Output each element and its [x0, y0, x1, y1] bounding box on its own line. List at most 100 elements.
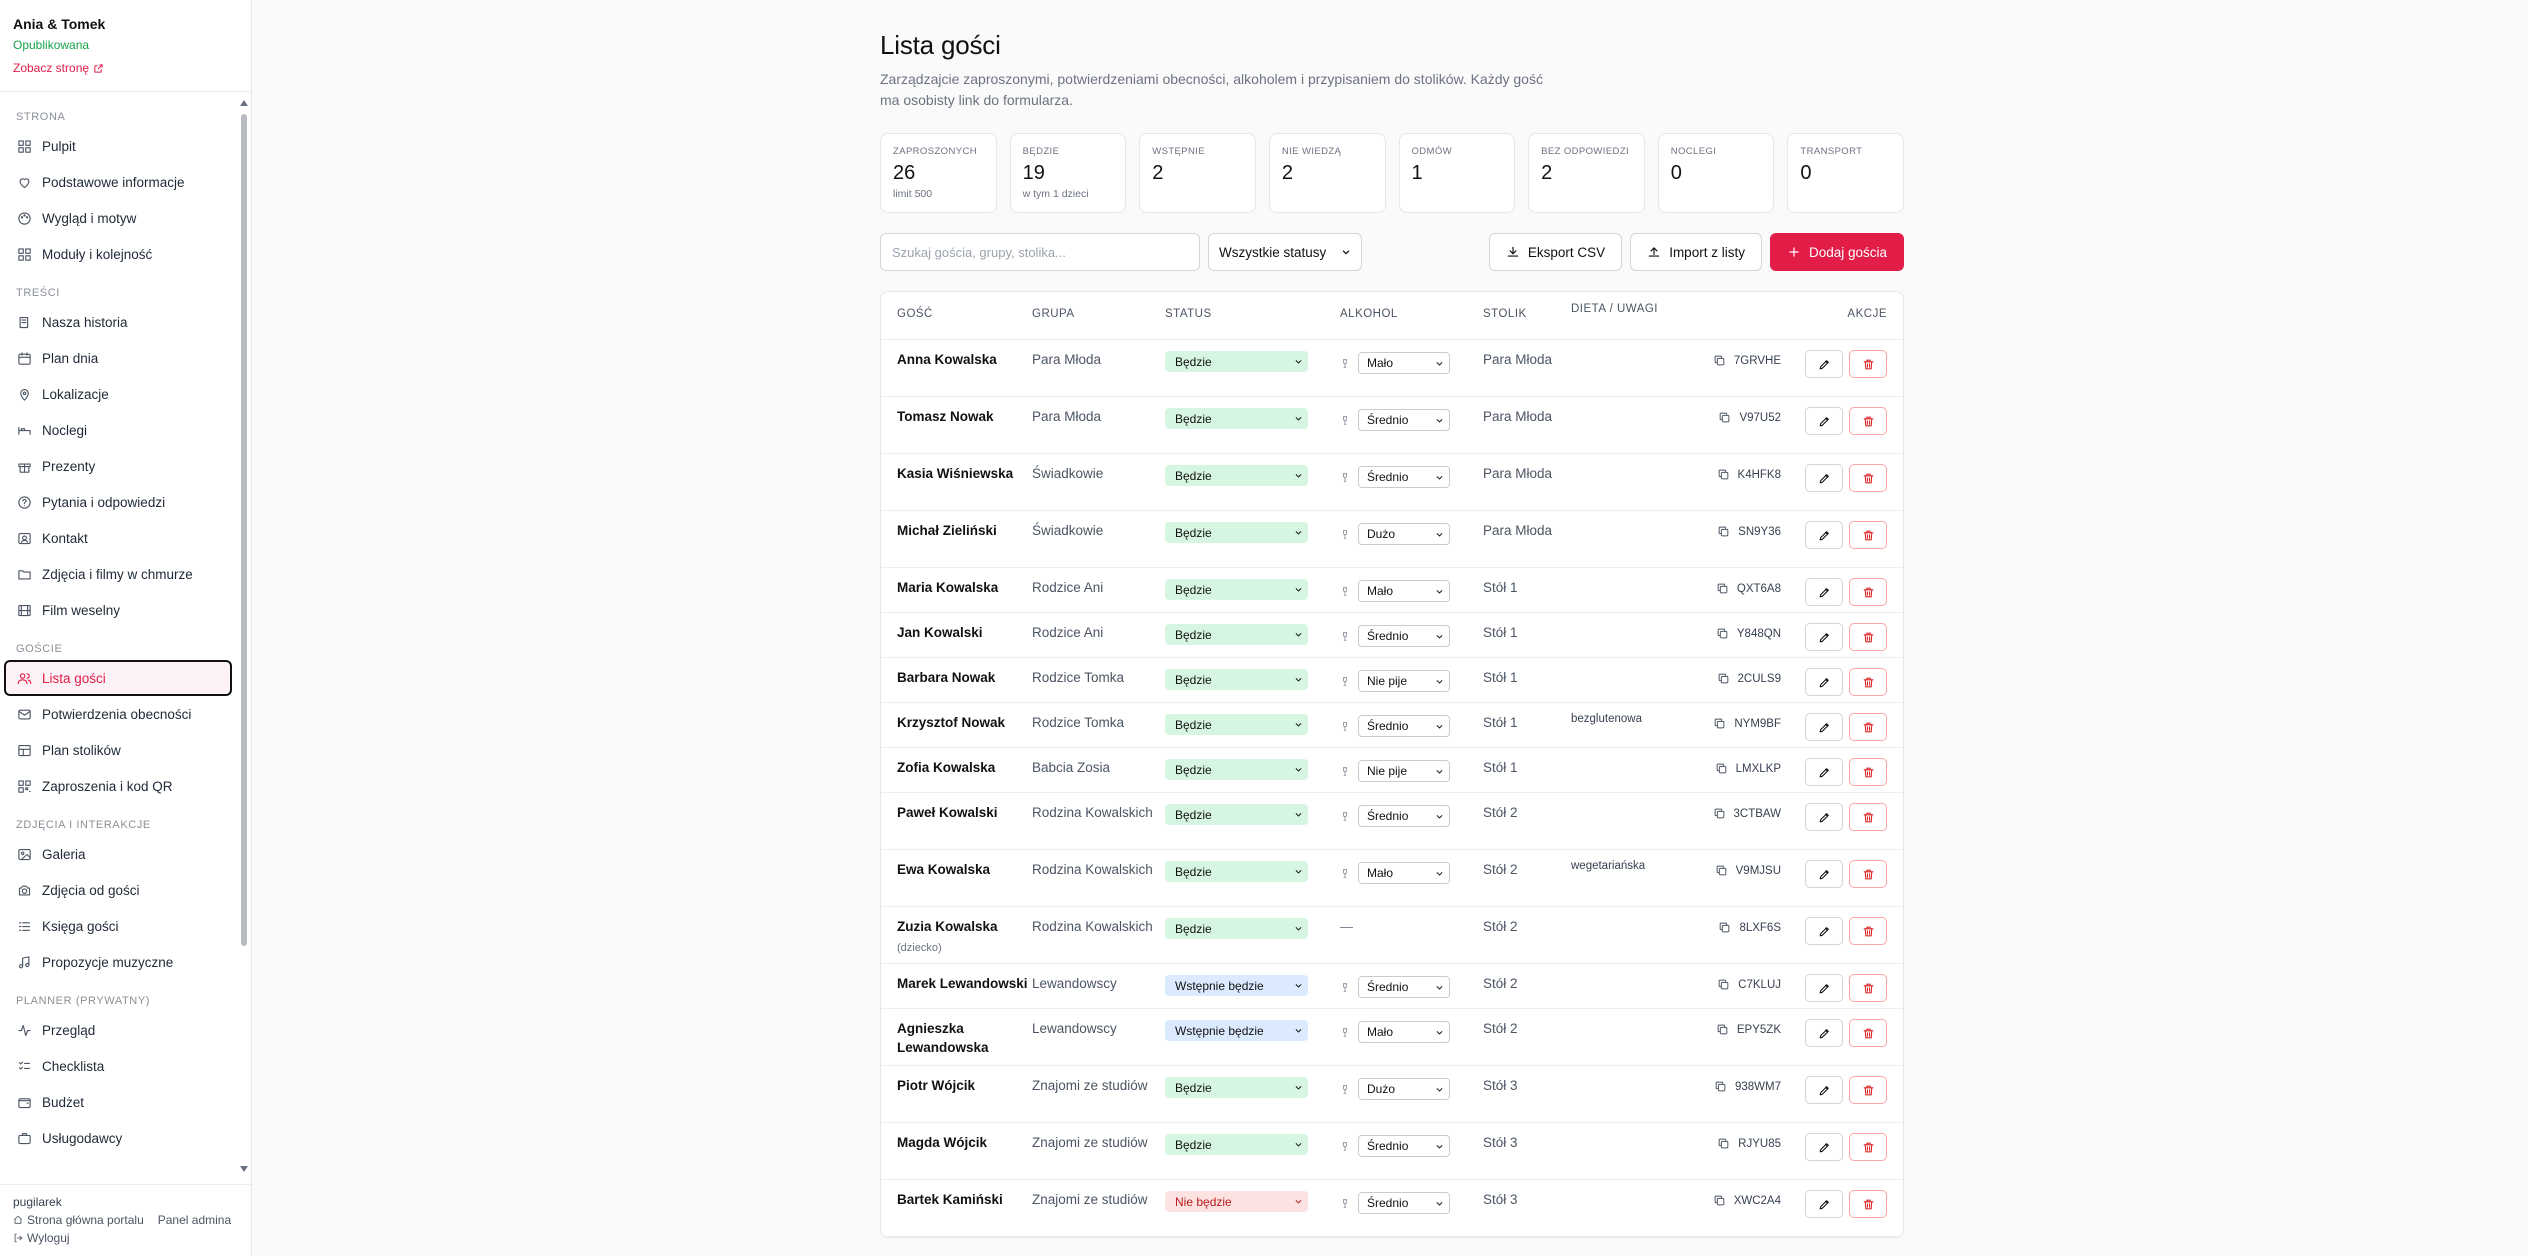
delete-button[interactable] — [1849, 803, 1887, 831]
copy-link-button[interactable]: SN9Y36 — [1687, 525, 1787, 538]
delete-button[interactable] — [1849, 860, 1887, 888]
edit-button[interactable] — [1805, 350, 1843, 378]
copy-link-button[interactable]: EPY5ZK — [1687, 1023, 1787, 1036]
copy-link-button[interactable]: 3CTBAW — [1687, 807, 1787, 820]
copy-link-button[interactable]: 7GRVHE — [1687, 354, 1787, 367]
header-alcohol[interactable]: ALKOHOL — [1340, 308, 1398, 320]
status-select[interactable]: Będzie — [1165, 522, 1308, 543]
status-select[interactable]: Będzie — [1165, 1077, 1308, 1098]
copy-link-button[interactable]: Y848QN — [1687, 627, 1787, 640]
copy-link-button[interactable]: V9MJSU — [1687, 864, 1787, 877]
delete-button[interactable] — [1849, 407, 1887, 435]
edit-button[interactable] — [1805, 1019, 1843, 1047]
status-filter-select[interactable]: Wszystkie statusy — [1208, 233, 1362, 271]
edit-button[interactable] — [1805, 521, 1843, 549]
header-diet[interactable]: DIETA / UWAGI — [1571, 303, 1659, 315]
edit-button[interactable] — [1805, 758, 1843, 786]
sidebar-item-book[interactable]: Nasza historia — [4, 304, 232, 340]
view-site-link[interactable]: Zobacz stronę — [13, 61, 239, 75]
delete-button[interactable] — [1849, 668, 1887, 696]
sidebar-item-folder[interactable]: Zdjęcia i filmy w chmurze — [4, 556, 232, 592]
copy-link-button[interactable]: XWC2A4 — [1687, 1194, 1787, 1207]
copy-link-button[interactable]: QXT6A8 — [1687, 582, 1787, 595]
copy-link-button[interactable]: C7KLUJ — [1687, 978, 1787, 991]
edit-button[interactable] — [1805, 1133, 1843, 1161]
copy-link-button[interactable]: RJYU85 — [1687, 1137, 1787, 1150]
edit-button[interactable] — [1805, 974, 1843, 1002]
copy-link-button[interactable]: K4HFK8 — [1687, 468, 1787, 481]
sidebar-item-film[interactable]: Film weselny — [4, 592, 232, 628]
sidebar-item-table[interactable]: Plan stolików — [4, 732, 232, 768]
delete-button[interactable] — [1849, 713, 1887, 741]
scroll-thumb[interactable] — [241, 114, 247, 946]
delete-button[interactable] — [1849, 623, 1887, 651]
status-select[interactable]: Wstępnie będzie — [1165, 1020, 1308, 1041]
sidebar-item-music[interactable]: Propozycje muzyczne — [4, 944, 232, 980]
sidebar-item-contact[interactable]: Kontakt — [4, 520, 232, 556]
delete-button[interactable] — [1849, 350, 1887, 378]
edit-button[interactable] — [1805, 407, 1843, 435]
status-select[interactable]: Będzie — [1165, 918, 1308, 939]
edit-button[interactable] — [1805, 917, 1843, 945]
delete-button[interactable] — [1849, 1076, 1887, 1104]
status-select[interactable]: Nie będzie — [1165, 1191, 1308, 1212]
alcohol-select[interactable]: Nie pije — [1358, 670, 1450, 692]
sidebar-item-users[interactable]: Lista gości — [4, 660, 232, 696]
copy-link-button[interactable]: V97U52 — [1687, 411, 1787, 424]
sidebar-item-gift[interactable]: Prezenty — [4, 448, 232, 484]
edit-button[interactable] — [1805, 668, 1843, 696]
portal-link[interactable]: Strona główna portalu — [13, 1213, 144, 1227]
edit-button[interactable] — [1805, 713, 1843, 741]
delete-button[interactable] — [1849, 1019, 1887, 1047]
alcohol-select[interactable]: Mało — [1358, 1021, 1450, 1043]
alcohol-select[interactable]: Średnio — [1358, 409, 1450, 431]
header-guest[interactable]: GOŚĆ — [897, 308, 933, 320]
sidebar-item-briefcase[interactable]: Usługodawcy — [4, 1120, 232, 1156]
sidebar-item-map-pin[interactable]: Lokalizacje — [4, 376, 232, 412]
sidebar-item-overview[interactable]: Przegląd — [4, 1012, 232, 1048]
add-guest-button[interactable]: Dodaj gościa — [1769, 233, 1904, 271]
delete-button[interactable] — [1849, 464, 1887, 492]
delete-button[interactable] — [1849, 1190, 1887, 1218]
sidebar-item-mail[interactable]: Potwierdzenia obecności — [4, 696, 232, 732]
status-select[interactable]: Będzie — [1165, 1134, 1308, 1155]
delete-button[interactable] — [1849, 758, 1887, 786]
sidebar-item-bed[interactable]: Noclegi — [4, 412, 232, 448]
sidebar-item-wallet[interactable]: Budżet — [4, 1084, 232, 1120]
sidebar-scrollbar[interactable] — [237, 96, 251, 1176]
alcohol-select[interactable]: Średnio — [1358, 976, 1450, 998]
alcohol-select[interactable]: Mało — [1358, 580, 1450, 602]
scroll-up-icon[interactable] — [240, 100, 248, 106]
sidebar-item-dashboard[interactable]: Pulpit — [4, 128, 232, 164]
sidebar-item-palette[interactable]: Wygląd i motyw — [4, 200, 232, 236]
alcohol-select[interactable]: Mało — [1358, 862, 1450, 884]
alcohol-select[interactable]: Średnio — [1358, 1135, 1450, 1157]
scroll-down-icon[interactable] — [240, 1166, 248, 1172]
status-select[interactable]: Będzie — [1165, 351, 1308, 372]
header-status[interactable]: STATUS — [1165, 308, 1212, 320]
status-select[interactable]: Będzie — [1165, 579, 1308, 600]
alcohol-select[interactable]: Średnio — [1358, 715, 1450, 737]
sidebar-item-list[interactable]: Księga gości — [4, 908, 232, 944]
status-select[interactable]: Będzie — [1165, 714, 1308, 735]
status-select[interactable]: Będzie — [1165, 624, 1308, 645]
delete-button[interactable] — [1849, 578, 1887, 606]
status-select[interactable]: Będzie — [1165, 759, 1308, 780]
edit-button[interactable] — [1805, 623, 1843, 651]
search-input[interactable] — [880, 233, 1200, 271]
sidebar-item-qr[interactable]: Zaproszenia i kod QR — [4, 768, 232, 804]
copy-link-button[interactable]: LMXLKP — [1687, 762, 1787, 775]
status-select[interactable]: Będzie — [1165, 669, 1308, 690]
copy-link-button[interactable]: 8LXF6S — [1687, 921, 1787, 934]
sidebar-item-help[interactable]: Pytania i odpowiedzi — [4, 484, 232, 520]
status-select[interactable]: Będzie — [1165, 804, 1308, 825]
copy-link-button[interactable]: 938WM7 — [1687, 1080, 1787, 1093]
alcohol-select[interactable]: Średnio — [1358, 1192, 1450, 1214]
delete-button[interactable] — [1849, 521, 1887, 549]
alcohol-select[interactable]: Mało — [1358, 352, 1450, 374]
delete-button[interactable] — [1849, 917, 1887, 945]
alcohol-select[interactable]: Dużo — [1358, 523, 1450, 545]
copy-link-button[interactable]: 2CULS9 — [1687, 672, 1787, 685]
sidebar-item-heart[interactable]: Podstawowe informacje — [4, 164, 232, 200]
edit-button[interactable] — [1805, 464, 1843, 492]
